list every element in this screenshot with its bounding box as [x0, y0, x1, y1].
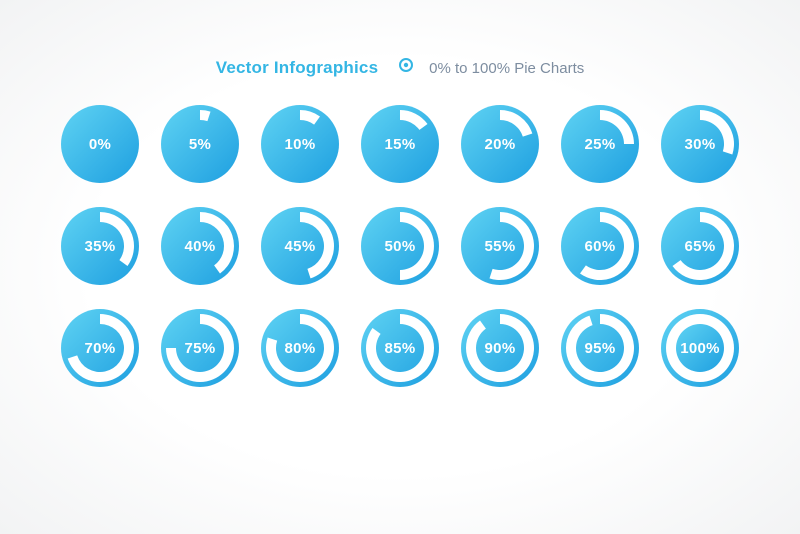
- pie-svg: [261, 207, 339, 285]
- pie-chart: 25%: [561, 105, 639, 183]
- pie-svg: [661, 309, 739, 387]
- pie-chart: 90%: [461, 309, 539, 387]
- pie-svg: [461, 207, 539, 285]
- header-title: Vector Infographics: [216, 58, 379, 77]
- pie-svg: [261, 309, 339, 387]
- pie-chart: 70%: [61, 309, 139, 387]
- pie-svg: [561, 207, 639, 285]
- pie-svg: [261, 105, 339, 183]
- pie-chart: 100%: [661, 309, 739, 387]
- pie-chart: 30%: [661, 105, 739, 183]
- bullet-dot: [404, 63, 408, 67]
- infographic-page: Vector Infographics 0% to 100% Pie Chart…: [0, 0, 800, 534]
- pie-chart: 65%: [661, 207, 739, 285]
- pie-svg: [561, 309, 639, 387]
- pie-svg: [661, 105, 739, 183]
- pie-svg: [61, 105, 139, 183]
- pie-chart: 35%: [61, 207, 139, 285]
- pie-chart: 10%: [261, 105, 339, 183]
- pie-svg: [361, 105, 439, 183]
- pie-chart: 75%: [161, 309, 239, 387]
- header-subtitle: 0% to 100% Pie Charts: [429, 60, 584, 77]
- bullet-icon: [399, 58, 413, 77]
- pie-grid: 0% 5% 10% 15% 20% 25% 30% 35% 40% 45% 50% 55% 60% 65%…: [0, 105, 800, 387]
- pie-chart: 40%: [161, 207, 239, 285]
- pie-chart: 0%: [61, 105, 139, 183]
- pie-svg: [461, 309, 539, 387]
- pie-chart: 95%: [561, 309, 639, 387]
- pie-chart: 20%: [461, 105, 539, 183]
- pie-arc-hole: [676, 324, 724, 372]
- pie-chart: 85%: [361, 309, 439, 387]
- pie-svg: [61, 309, 139, 387]
- pie-chart: 5%: [161, 105, 239, 183]
- pie-svg: [361, 309, 439, 387]
- pie-svg: [161, 207, 239, 285]
- pie-svg: [361, 207, 439, 285]
- pie-svg: [661, 207, 739, 285]
- pie-svg: [461, 105, 539, 183]
- pie-chart: 60%: [561, 207, 639, 285]
- pie-disc: [61, 105, 139, 183]
- pie-chart: 15%: [361, 105, 439, 183]
- pie-chart: 55%: [461, 207, 539, 285]
- pie-chart: 80%: [261, 309, 339, 387]
- header: Vector Infographics 0% to 100% Pie Chart…: [0, 58, 800, 79]
- pie-svg: [61, 207, 139, 285]
- pie-chart: 50%: [361, 207, 439, 285]
- pie-svg: [161, 105, 239, 183]
- pie-svg: [561, 105, 639, 183]
- pie-chart: 45%: [261, 207, 339, 285]
- pie-svg: [161, 309, 239, 387]
